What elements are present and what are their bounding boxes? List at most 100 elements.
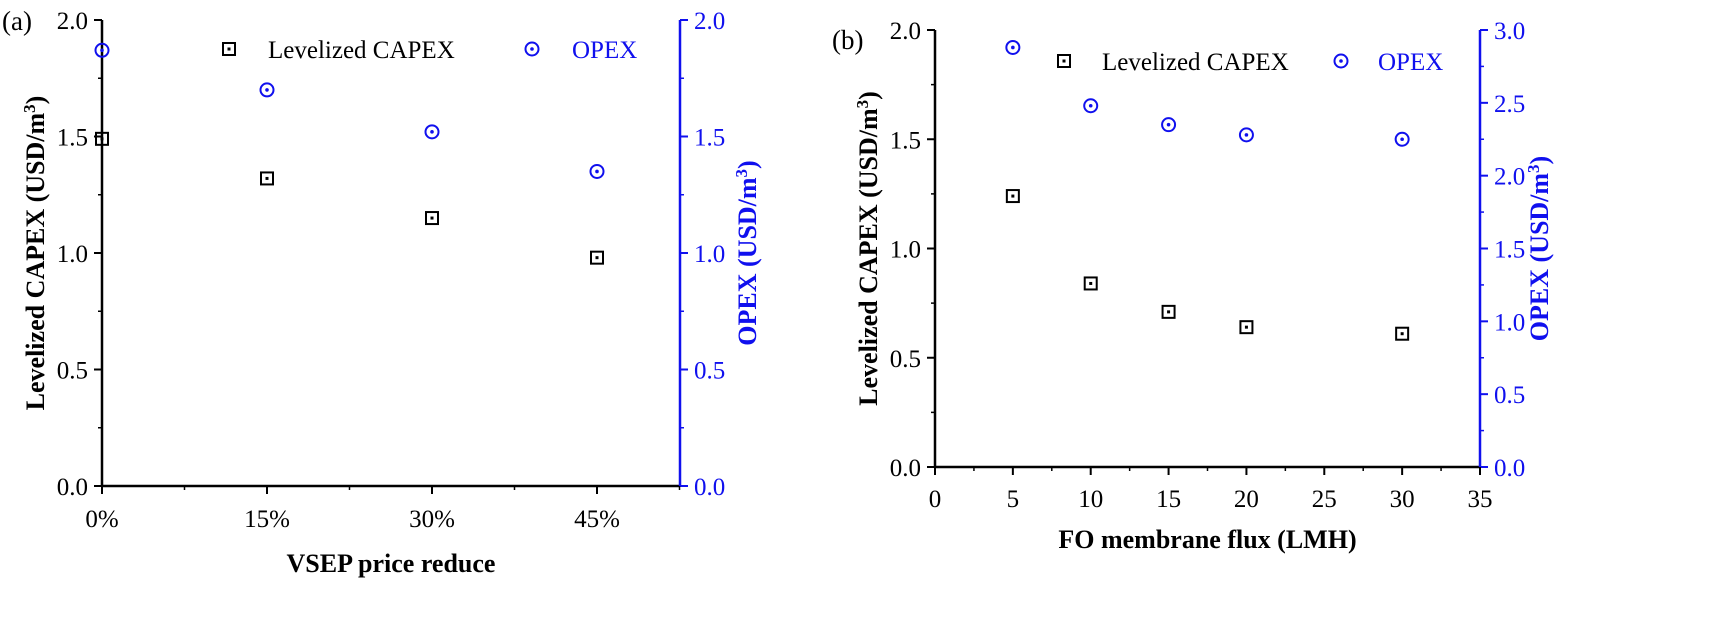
square-marker-center: [1244, 325, 1248, 329]
x-tick-label: 5: [1007, 486, 1020, 513]
square-marker-outline: [1239, 320, 1254, 335]
circle-marker-outline: [589, 163, 605, 179]
x-tick-label: 20: [1234, 486, 1259, 513]
circle-marker-outline: [424, 124, 440, 140]
capex-point: [1005, 189, 1020, 204]
x-tick-label: 30%: [409, 506, 455, 533]
square-marker-outline: [222, 42, 236, 56]
circle-marker-outline: [1333, 53, 1349, 69]
circle-marker-center: [265, 88, 269, 92]
square-marker-center: [265, 176, 269, 180]
x-tick-label: 25: [1312, 486, 1337, 513]
circle-marker-outline: [1238, 127, 1254, 143]
legend-capex-marker: [1057, 54, 1071, 68]
x-tick-label: 0: [929, 486, 942, 513]
left-y-tick-label: 1.5: [890, 127, 921, 154]
x-axis-title: VSEP price reduce: [287, 549, 496, 578]
circle-marker-center: [430, 130, 434, 134]
opex-point: [589, 163, 605, 179]
capex-point: [425, 211, 439, 226]
x-tick-label: 15%: [244, 506, 290, 533]
circle-marker-outline: [94, 42, 110, 58]
x-axis-title: FO membrane flux (LMH): [1058, 525, 1356, 554]
right-y-tick-label: 1.5: [1494, 237, 1525, 264]
capex-point: [260, 171, 274, 186]
right-y-tick-label: 0.0: [694, 474, 725, 501]
circle-marker-outline: [1394, 131, 1410, 147]
legend-opex-label: OPEX: [1378, 49, 1443, 76]
legend-opex-label: OPEX: [572, 37, 637, 64]
right-y-tick-label: 0.5: [1494, 382, 1525, 409]
capex-point: [590, 250, 604, 265]
right-y-tick-label: 1.5: [694, 125, 725, 152]
square-marker-outline: [590, 250, 604, 265]
panel-label: (b): [832, 25, 863, 55]
left-y-tick-label: 0.5: [57, 358, 88, 385]
left-y-tick-label: 1.0: [57, 241, 88, 268]
square-marker-center: [1089, 281, 1093, 285]
square-marker-outline: [1083, 276, 1098, 291]
square-marker-center: [1400, 332, 1404, 336]
circle-marker-center: [1011, 45, 1015, 50]
opex-point: [1161, 117, 1177, 133]
panel-a: 0.0 0.5 1.0 1.5 2.0 0.0 0.5 1.0 1.5 2.0 0% 15% 30% 45…: [2, 6, 762, 578]
panel-b: 0.0 0.5 1.0 1.5 2.0 0.0 0.5 1.0 1.5 2.0 2.5 3.0 0 5 10…: [832, 18, 1554, 554]
square-marker-outline: [1395, 326, 1410, 341]
left-y-tick-label: 2.0: [890, 18, 921, 45]
opex-point: [1005, 39, 1021, 55]
legend-opex-marker: [524, 41, 540, 57]
circle-marker-center: [595, 169, 599, 174]
x-tick-label: 10: [1078, 486, 1103, 513]
capex-point: [1083, 276, 1098, 291]
right-y-axis-title: OPEX (USD/m3): [1524, 156, 1554, 341]
legend-opex-marker: [1333, 53, 1349, 69]
capex-point: [1239, 320, 1254, 335]
left-y-axis-title: Levelized CAPEX (USD/m3): [20, 96, 50, 411]
opex-point: [1238, 127, 1254, 143]
circle-marker-outline: [1005, 39, 1021, 55]
square-marker-outline: [425, 211, 439, 226]
circle-marker-outline: [524, 41, 540, 57]
legend-capex-label: Levelized CAPEX: [1102, 49, 1289, 76]
circle-marker-center: [530, 47, 534, 51]
capex-point: [95, 131, 109, 146]
opex-point: [1083, 98, 1099, 114]
square-marker-center: [1011, 194, 1015, 198]
legend-capex-marker: [222, 42, 236, 56]
right-y-axis-title: OPEX (USD/m3): [732, 160, 762, 345]
right-y-tick-label: 1.0: [1494, 309, 1525, 336]
capex-point: [1395, 326, 1410, 341]
right-y-tick-label: 2.0: [1494, 164, 1525, 191]
opex-point: [259, 82, 275, 98]
x-tick-label: 45%: [574, 506, 620, 533]
circle-marker-center: [1400, 137, 1404, 142]
x-tick-label: 35: [1468, 486, 1493, 513]
circle-marker-outline: [1161, 117, 1177, 133]
left-y-axis-title: Levelized CAPEX (USD/m3): [853, 91, 883, 406]
square-marker-outline: [1161, 304, 1176, 319]
circle-marker-center: [1088, 103, 1093, 108]
square-marker-center: [1167, 310, 1171, 314]
circle-marker-outline: [259, 82, 275, 98]
left-y-tick-label: 0.5: [890, 346, 921, 373]
opex-point: [1394, 131, 1410, 147]
left-y-tick-label: 0.0: [57, 474, 88, 501]
square-marker-center: [227, 47, 231, 51]
square-marker-center: [430, 216, 434, 220]
x-tick-label: 30: [1390, 486, 1415, 513]
square-marker-center: [595, 256, 599, 260]
square-marker-center: [100, 137, 104, 141]
left-y-tick-label: 0.0: [890, 455, 921, 482]
left-y-tick-label: 1.0: [890, 237, 921, 264]
capex-point: [1161, 304, 1176, 319]
circle-marker-center: [1244, 133, 1249, 137]
left-y-tick-label: 1.5: [57, 125, 88, 152]
x-tick-label: 0%: [85, 506, 118, 533]
square-marker-outline: [1057, 54, 1071, 68]
opex-point: [94, 42, 110, 58]
right-y-tick-label: 3.0: [1494, 18, 1525, 45]
square-marker-center: [1062, 59, 1066, 63]
circle-marker-center: [1339, 59, 1343, 63]
circle-marker-center: [1166, 122, 1171, 127]
